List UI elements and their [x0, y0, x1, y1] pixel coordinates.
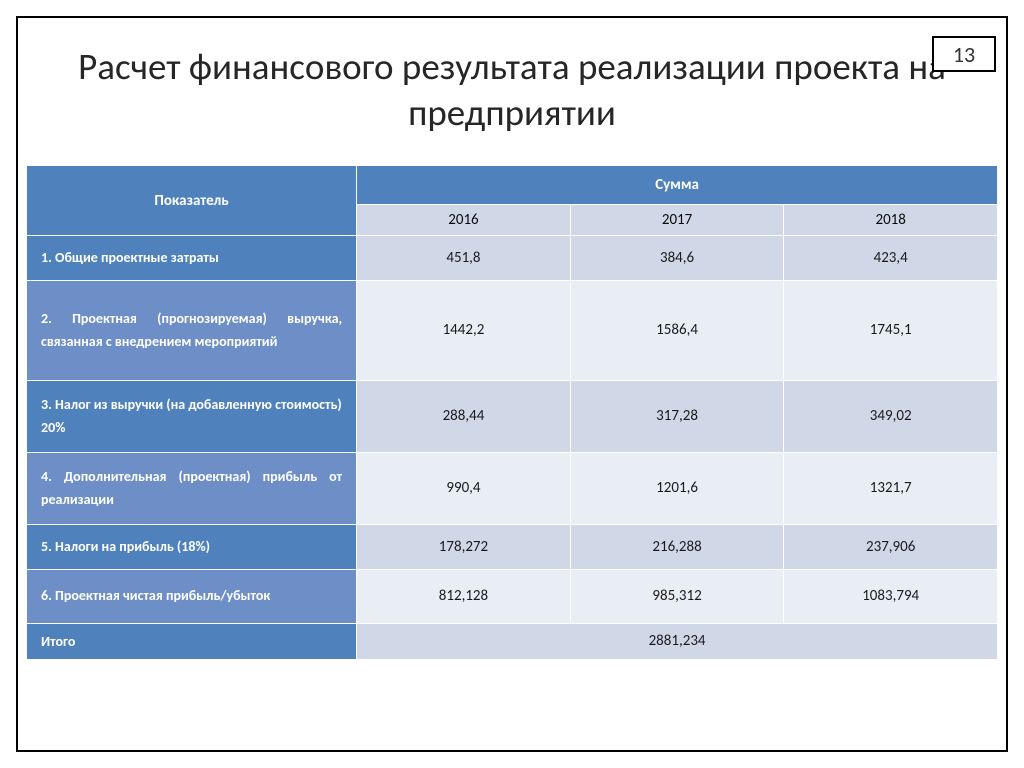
col-header-indicator: Показатель — [27, 166, 357, 236]
table-row-total: Итого2881,234 — [27, 623, 998, 660]
data-cell: 451,8 — [357, 236, 571, 281]
data-cell: 985,312 — [570, 569, 784, 623]
data-cell: 216,288 — [570, 524, 784, 569]
data-cell: 1201,6 — [570, 452, 784, 524]
table-row: 3. Налог из выручки (на добавленную стои… — [27, 380, 998, 452]
col-header-sum: Сумма — [357, 166, 998, 205]
data-cell: 288,44 — [357, 380, 571, 452]
data-cell: 349,02 — [784, 380, 998, 452]
data-cell: 812,128 — [357, 569, 571, 623]
table-row: 5. Налоги на прибыль (18%)178,272216,288… — [27, 524, 998, 569]
data-cell: 237,906 — [784, 524, 998, 569]
data-cell: 317,28 — [570, 380, 784, 452]
data-cell: 990,4 — [357, 452, 571, 524]
row-label: 3. Налог из выручки (на добавленную стои… — [27, 380, 357, 452]
col-header-year: 2016 — [357, 205, 571, 236]
data-cell: 384,6 — [570, 236, 784, 281]
row-label: 1. Общие проектные затраты — [27, 236, 357, 281]
financial-table: Показатель Сумма 201620172018 1. Общие п… — [26, 165, 998, 660]
row-label: 5. Налоги на прибыль (18%) — [27, 524, 357, 569]
data-cell: 1083,794 — [784, 569, 998, 623]
data-cell: 423,4 — [784, 236, 998, 281]
data-cell: 1321,7 — [784, 452, 998, 524]
row-label: 6. Проектная чистая прибыль/убыток — [27, 569, 357, 623]
data-cell: 1442,2 — [357, 280, 571, 380]
data-cell: 1745,1 — [784, 280, 998, 380]
row-label: 4. Дополнительная (проектная) прибыль от… — [27, 452, 357, 524]
total-label: Итого — [27, 623, 357, 660]
data-cell: 1586,4 — [570, 280, 784, 380]
table-row: 1. Общие проектные затраты451,8384,6423,… — [27, 236, 998, 281]
total-value: 2881,234 — [357, 623, 998, 660]
financial-table-container: Показатель Сумма 201620172018 1. Общие п… — [26, 165, 998, 660]
table-row: 2. Проектная (прогнозируемая) выручка, с… — [27, 280, 998, 380]
page-number-box: 13 — [932, 36, 996, 72]
col-header-year: 2018 — [784, 205, 998, 236]
data-cell: 178,272 — [357, 524, 571, 569]
col-header-year: 2017 — [570, 205, 784, 236]
page-number: 13 — [953, 41, 975, 68]
table-row: 6. Проектная чистая прибыль/убыток812,12… — [27, 569, 998, 623]
slide-title: Расчет финансового результата реализации… — [40, 44, 984, 137]
table-row: 4. Дополнительная (проектная) прибыль от… — [27, 452, 998, 524]
row-label: 2. Проектная (прогнозируемая) выручка, с… — [27, 280, 357, 380]
